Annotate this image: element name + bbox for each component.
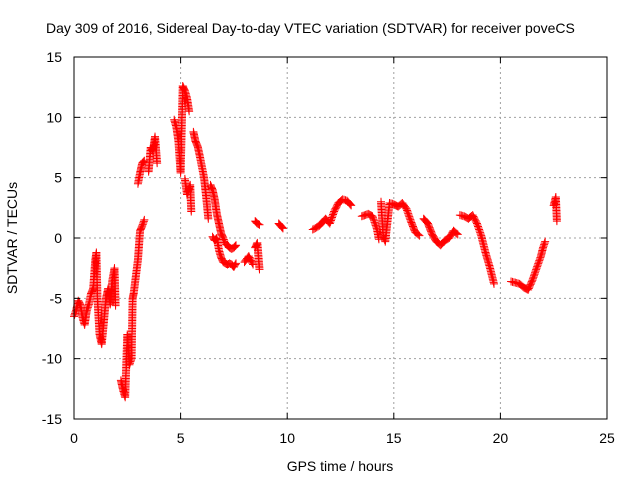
data-point — [219, 258, 228, 267]
data-point — [153, 159, 162, 168]
data-point — [278, 223, 287, 232]
data-point — [364, 209, 373, 218]
data-point — [540, 239, 549, 248]
y-axis-label: SDTVAR / TECUs — [4, 182, 20, 294]
data-point — [413, 229, 422, 238]
x-tick-label: 5 — [177, 430, 185, 446]
y-tick-label: -10 — [42, 351, 62, 367]
data-point — [220, 258, 229, 267]
data-point — [231, 260, 240, 269]
chart-title: Day 309 of 2016, Sidereal Day-to-day VTE… — [46, 20, 575, 36]
data-point — [374, 235, 383, 244]
data-point — [230, 242, 239, 251]
data-point — [278, 224, 287, 233]
data-point — [232, 241, 241, 250]
data-point — [415, 231, 424, 240]
y-tick-label: 15 — [46, 49, 62, 65]
x-tick-label: 15 — [386, 430, 402, 446]
x-tick-labels: 0 5 10 15 20 25 — [70, 430, 615, 446]
data-point — [232, 259, 241, 268]
x-tick-label: 0 — [70, 430, 78, 446]
data-point — [414, 230, 423, 239]
x-tick-label: 25 — [599, 430, 615, 446]
y-tick-label: 5 — [54, 170, 62, 186]
x-tick-label: 10 — [279, 430, 295, 446]
data-point — [255, 265, 264, 274]
tick-marks — [73, 56, 608, 420]
data-point — [451, 228, 460, 237]
data-point — [253, 219, 262, 228]
grid — [74, 57, 607, 419]
data-point — [365, 210, 374, 219]
data-point — [254, 220, 263, 229]
data-point — [347, 201, 356, 210]
data-point — [389, 200, 398, 209]
data-point — [490, 279, 499, 288]
data-point — [440, 236, 449, 245]
data-point — [452, 229, 461, 238]
data-point — [140, 215, 149, 224]
data-point — [367, 211, 376, 220]
data-point — [460, 212, 469, 221]
data-point — [255, 220, 264, 229]
data-point — [139, 157, 148, 166]
data-point — [518, 282, 527, 291]
x-tick-label: 20 — [493, 430, 509, 446]
data-point — [345, 199, 354, 208]
data-point — [187, 207, 196, 216]
y-tick-label: -5 — [50, 290, 63, 306]
data-point — [277, 222, 286, 231]
data-point — [552, 217, 561, 226]
y-tick-label: -15 — [42, 411, 62, 427]
data-point — [336, 197, 345, 206]
data-point — [231, 242, 240, 251]
data-point — [346, 200, 355, 209]
y-tick-label: 0 — [54, 230, 62, 246]
x-axis-label: GPS time / hours — [287, 458, 394, 474]
y-tick-labels: -15 -10 -5 0 5 10 15 — [42, 49, 62, 427]
data-point — [139, 217, 148, 226]
data-point — [185, 107, 194, 116]
data-point — [204, 214, 213, 223]
data-point — [111, 301, 120, 310]
data-point — [453, 230, 462, 239]
data-points — [70, 81, 561, 402]
data-point — [541, 237, 550, 246]
y-tick-label: 10 — [46, 109, 62, 125]
